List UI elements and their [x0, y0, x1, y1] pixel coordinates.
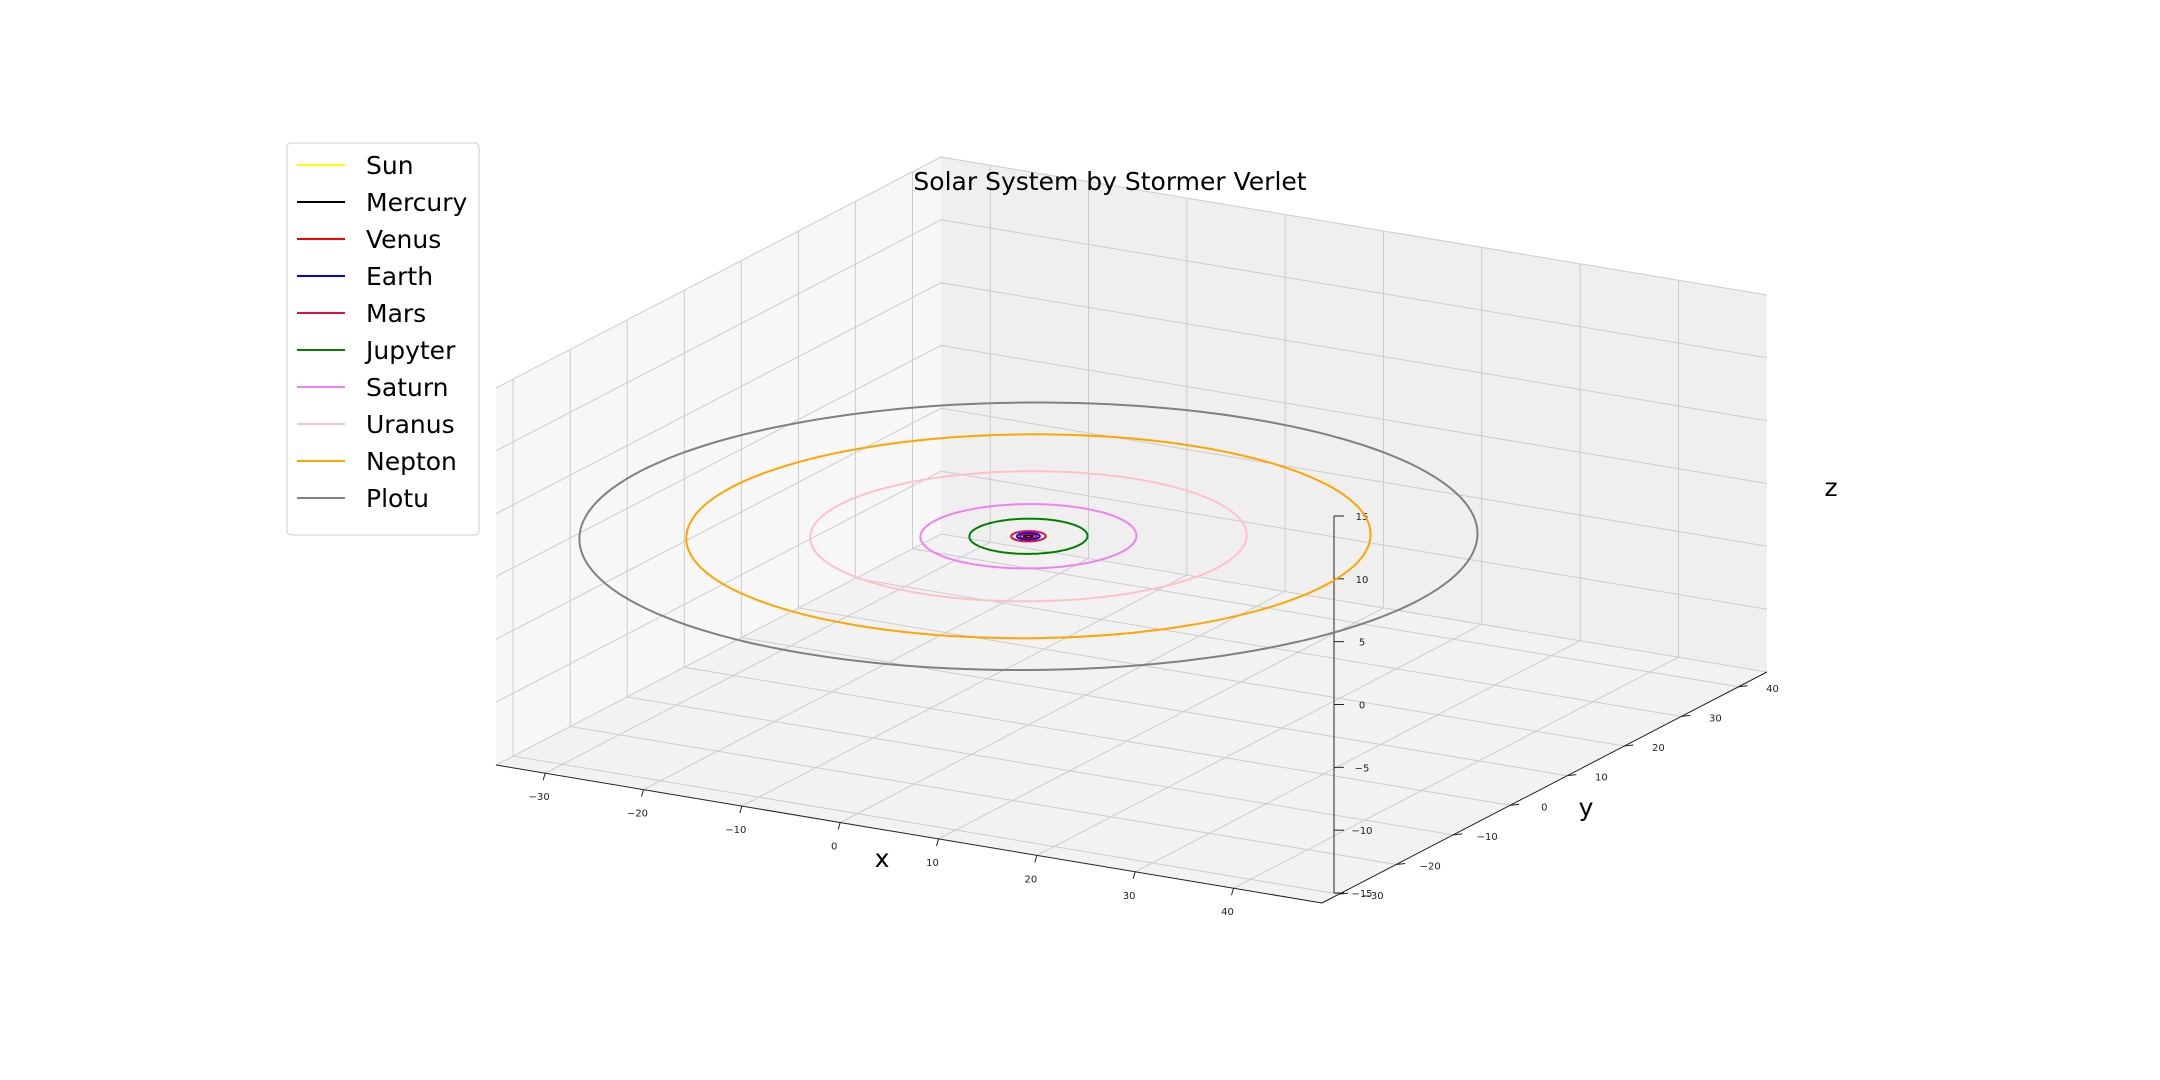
orbit-saturn	[919, 503, 1138, 570]
y-tick	[1738, 685, 1748, 688]
grid-line-z	[495, 344, 1768, 577]
legend-label: Jupyter	[364, 336, 456, 365]
chart-title: Solar System by Stormer Verlet	[913, 167, 1306, 196]
legend-label: Uranus	[366, 410, 455, 439]
x-tick-label: −30	[529, 792, 550, 803]
z-tick-label: −10	[1351, 826, 1372, 837]
orbit-jupyter	[968, 517, 1089, 555]
x-tick	[542, 773, 546, 781]
orbit-earth	[1016, 531, 1041, 541]
x-tick-label: 20	[1024, 874, 1037, 885]
z-axis-label: z	[1824, 473, 1837, 502]
x-tick	[1231, 888, 1234, 896]
x-tick-label: 0	[831, 842, 837, 853]
legend-label: Sun	[366, 151, 414, 180]
x-tick	[1132, 871, 1136, 879]
x-axis-label: x	[875, 844, 890, 873]
grid-line-z	[495, 533, 1768, 766]
axes-grid	[495, 156, 1768, 895]
y-tick-label: −30	[1363, 891, 1384, 902]
y-tick	[1396, 863, 1406, 865]
orbit-mars	[1010, 530, 1047, 543]
legend-label: Mars	[366, 299, 426, 328]
y-tick	[1567, 774, 1577, 777]
x-tick	[936, 838, 939, 847]
z-tick-label: −5	[1355, 763, 1370, 774]
y-tick-label: 10	[1595, 773, 1608, 784]
z-tick-label: 15	[1356, 512, 1369, 523]
legend-label: Plotu	[366, 484, 429, 513]
x-tick	[837, 822, 841, 830]
y-tick-label: 40	[1766, 684, 1779, 695]
y-tick-label: 20	[1652, 743, 1665, 754]
y-tick	[1453, 833, 1463, 836]
orbit-uranus	[809, 470, 1248, 603]
axes-ticks: −30 −20 −10 0 10 20 30 40 −30 −20 −10 0 10 20 30 40 −15 −…	[529, 512, 1779, 918]
grid-line-z	[495, 156, 1768, 389]
y-tick-label: 0	[1541, 802, 1547, 813]
x-tick-label: −10	[725, 825, 746, 836]
z-tick-label: 10	[1356, 575, 1369, 586]
grid-line-z	[495, 407, 1768, 640]
legend-label: Earth	[366, 262, 433, 291]
floor-pane	[496, 534, 1767, 903]
orbit-lines	[578, 401, 1479, 671]
legend: Sun Mercury Venus Earth Mars Jupyter Saturn Ura…	[286, 142, 480, 536]
z-tick-label: 5	[1359, 638, 1365, 649]
x-tick-label: 10	[926, 858, 939, 869]
grid-line-z	[495, 470, 1768, 703]
x-tick-label: −20	[627, 809, 648, 820]
y-tick-label: −20	[1420, 862, 1441, 873]
x-tick-label: 30	[1123, 891, 1136, 902]
x-axis-line	[495, 764, 1323, 904]
x-tick	[641, 789, 644, 797]
y-tick	[1681, 714, 1691, 717]
z-tick-label: −15	[1351, 889, 1372, 900]
x-tick	[739, 805, 743, 814]
grid-line-z	[495, 282, 1768, 515]
y-tick	[1339, 892, 1349, 895]
x-tick-label: 40	[1221, 907, 1234, 918]
axes-panes	[496, 157, 1767, 903]
orbit-plotu	[578, 401, 1479, 671]
orbit-nepton	[685, 433, 1372, 640]
y-tick-label: 30	[1709, 713, 1722, 724]
grid-line-z	[495, 219, 1768, 452]
y-tick	[1624, 744, 1634, 747]
y-tick	[1510, 803, 1520, 806]
legend-label: Nepton	[366, 447, 457, 476]
legend-label: Mercury	[366, 188, 468, 217]
legend-label: Venus	[366, 225, 441, 254]
y-tick-label: −10	[1477, 832, 1498, 843]
orbit-mercury	[1023, 533, 1034, 539]
y-axis-label: y	[1579, 793, 1594, 822]
z-tick-label: 0	[1359, 701, 1365, 712]
legend-label: Saturn	[366, 373, 449, 402]
x-tick	[1034, 855, 1038, 863]
legend-box	[286, 142, 480, 536]
